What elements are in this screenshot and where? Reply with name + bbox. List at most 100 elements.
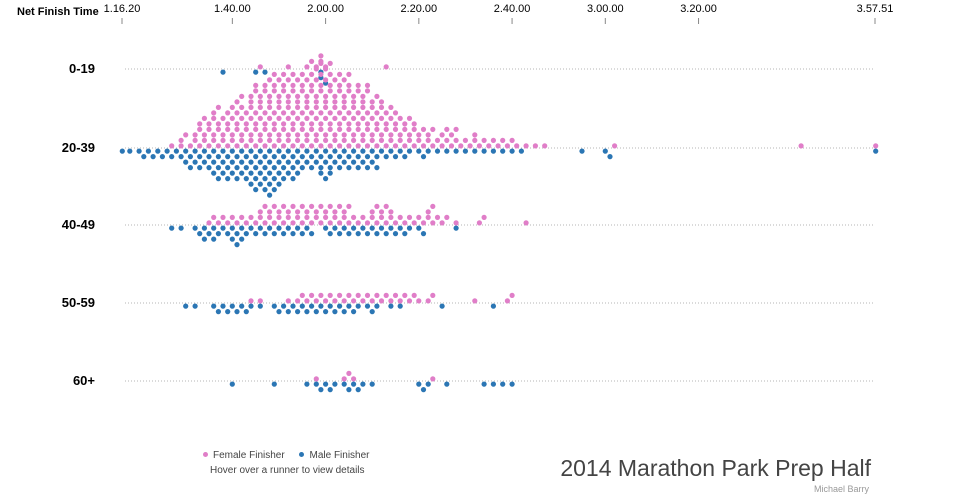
male-finisher-dot[interactable] [215,154,221,160]
female-finisher-dot[interactable] [285,115,291,121]
female-finisher-dot[interactable] [271,126,277,132]
male-finisher-dot[interactable] [453,225,459,231]
female-finisher-dot[interactable] [276,99,282,105]
female-finisher-dot[interactable] [411,220,417,226]
female-finisher-dot[interactable] [378,99,385,105]
male-finisher-dot[interactable] [281,303,287,309]
female-finisher-dot[interactable] [425,137,431,143]
male-finisher-dot[interactable] [360,148,366,154]
male-finisher-dot[interactable] [206,154,212,160]
male-finisher-dot[interactable] [313,309,319,315]
female-finisher-dot[interactable] [411,121,417,127]
female-finisher-dot[interactable] [257,99,263,105]
male-finisher-dot[interactable] [299,231,305,237]
male-finisher-dot[interactable] [374,303,380,309]
female-finisher-dot[interactable] [262,220,268,226]
male-finisher-dot[interactable] [439,303,445,309]
male-finisher-dot[interactable] [332,148,338,154]
male-finisher-dot[interactable] [453,148,459,154]
male-finisher-dot[interactable] [220,225,226,231]
male-finisher-dot[interactable] [313,159,319,165]
male-finisher-dot[interactable] [383,154,389,160]
female-finisher-dot[interactable] [323,77,329,83]
female-finisher-dot[interactable] [327,60,333,66]
female-finisher-dot[interactable] [388,298,394,304]
female-finisher-dot[interactable] [299,88,305,94]
female-finisher-dot[interactable] [253,126,259,132]
female-finisher-dot[interactable] [309,110,315,116]
male-finisher-dot[interactable] [304,148,310,154]
male-finisher-dot[interactable] [253,231,259,237]
female-finisher-dot[interactable] [304,132,310,138]
female-finisher-dot[interactable] [360,132,366,138]
male-finisher-dot[interactable] [374,154,380,160]
male-finisher-dot[interactable] [243,231,249,237]
female-finisher-dot[interactable] [397,132,403,138]
female-finisher-dot[interactable] [383,64,389,70]
male-finisher-dot[interactable] [119,148,125,154]
female-finisher-dot[interactable] [215,121,221,127]
male-finisher-dot[interactable] [159,154,165,160]
male-finisher-dot[interactable] [239,225,245,231]
male-finisher-dot[interactable] [211,170,217,176]
female-finisher-dot[interactable] [299,82,305,88]
female-finisher-dot[interactable] [388,115,394,121]
female-finisher-dot[interactable] [420,220,427,226]
female-finisher-dot[interactable] [192,132,198,138]
female-finisher-dot[interactable] [351,214,357,220]
female-finisher-dot[interactable] [388,209,394,215]
female-finisher-dot[interactable] [369,132,375,138]
female-finisher-dot[interactable] [360,214,366,220]
female-finisher-dot[interactable] [225,220,231,226]
male-finisher-dot[interactable] [253,176,259,182]
female-finisher-dot[interactable] [220,115,226,121]
female-finisher-dot[interactable] [313,298,319,304]
female-finisher-dot[interactable] [220,132,226,138]
male-finisher-dot[interactable] [281,154,287,160]
male-finisher-dot[interactable] [229,148,235,154]
female-finisher-dot[interactable] [225,121,231,127]
female-finisher-dot[interactable] [206,143,212,149]
female-finisher-dot[interactable] [304,104,310,110]
male-finisher-dot[interactable] [127,148,133,154]
male-finisher-dot[interactable] [416,225,422,231]
female-finisher-dot[interactable] [257,115,263,121]
male-finisher-dot[interactable] [225,309,231,315]
female-finisher-dot[interactable] [318,126,324,132]
male-finisher-dot[interactable] [164,148,170,154]
male-finisher-dot[interactable] [229,236,235,242]
male-finisher-dot[interactable] [607,154,613,160]
female-finisher-dot[interactable] [262,126,268,132]
female-finisher-dot[interactable] [364,82,371,88]
male-finisher-dot[interactable] [178,154,184,160]
female-finisher-dot[interactable] [267,214,273,220]
female-finisher-dot[interactable] [299,110,305,116]
male-finisher-dot[interactable] [337,165,343,171]
male-finisher-dot[interactable] [271,176,277,182]
male-finisher-dot[interactable] [215,231,221,237]
female-finisher-dot[interactable] [355,220,361,226]
male-finisher-dot[interactable] [420,387,427,393]
female-finisher-dot[interactable] [276,137,282,143]
female-finisher-dot[interactable] [351,99,357,105]
male-finisher-dot[interactable] [318,165,324,171]
female-finisher-dot[interactable] [323,214,329,220]
male-finisher-dot[interactable] [262,165,268,171]
female-finisher-dot[interactable] [285,93,291,99]
male-finisher-dot[interactable] [304,309,310,315]
female-finisher-dot[interactable] [369,137,375,143]
female-finisher-dot[interactable] [239,93,245,99]
female-finisher-dot[interactable] [239,104,245,110]
male-finisher-dot[interactable] [267,159,273,165]
female-finisher-dot[interactable] [402,126,408,132]
female-finisher-dot[interactable] [211,110,217,116]
female-finisher-dot[interactable] [341,104,347,110]
female-finisher-dot[interactable] [299,126,305,132]
male-finisher-dot[interactable] [169,154,175,160]
female-finisher-dot[interactable] [467,143,473,149]
female-finisher-dot[interactable] [458,143,464,149]
female-finisher-dot[interactable] [248,214,254,220]
female-finisher-dot[interactable] [351,137,357,143]
female-finisher-dot[interactable] [313,137,319,143]
male-finisher-dot[interactable] [332,309,338,315]
